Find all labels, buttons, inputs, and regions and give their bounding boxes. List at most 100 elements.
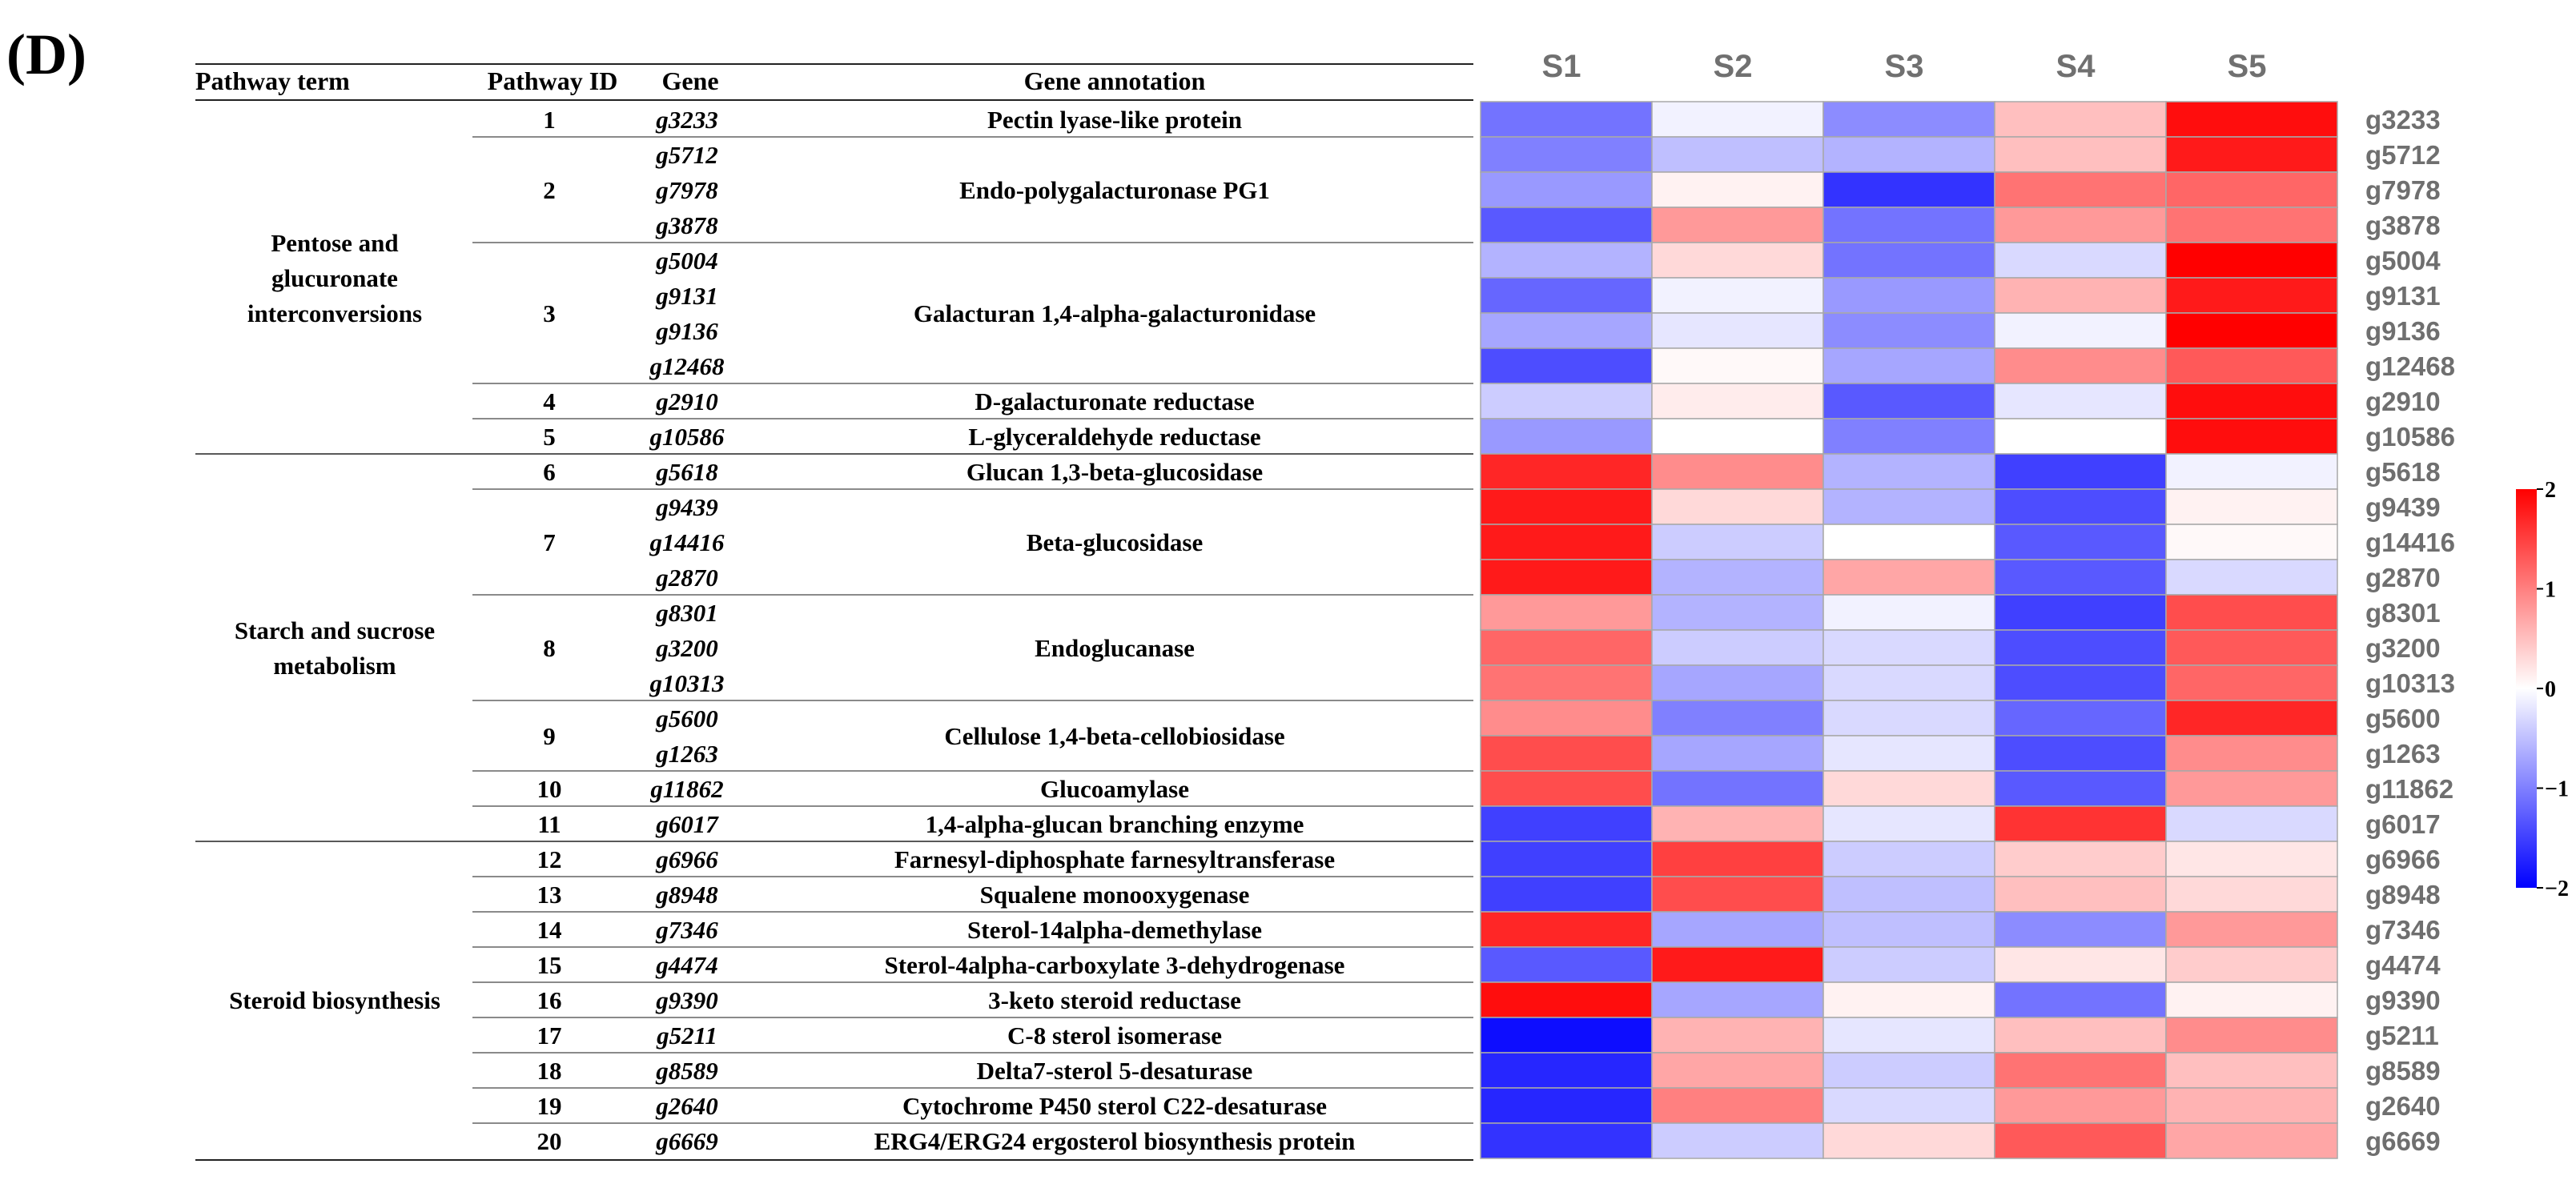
heatmap-cell	[1651, 805, 1824, 842]
heatmap-cell	[1651, 629, 1824, 666]
heatmap-cell	[1994, 312, 2167, 349]
heatmap-cell	[1651, 524, 1824, 560]
heatmap-cell	[1822, 664, 1995, 701]
gene-name: g2910	[655, 387, 718, 415]
heatmap-cell	[1480, 488, 1653, 525]
pathway-id: 15	[537, 951, 562, 979]
heatmap-row-labels: g3233 g5712 g7978 g3878 g5004 g9131 g9136 g1246…	[2365, 105, 2455, 1156]
heatmap-cell	[1994, 770, 2167, 807]
gene-annotation: Cytochrome P450 sterol C22-desaturase	[902, 1092, 1327, 1120]
heatmap-cell	[1994, 1052, 2167, 1089]
heatmap-cell	[2165, 277, 2338, 314]
heatmap-cell	[2165, 453, 2338, 490]
heatmap-cell	[2165, 242, 2338, 279]
pathway-id: 7	[543, 528, 556, 556]
heatmap-cell	[1822, 876, 1995, 913]
pathway-id: 11	[537, 810, 561, 838]
heatmap-cell	[1480, 770, 1653, 807]
heatmap-cell	[1994, 1087, 2167, 1124]
gene-annotation: 3-keto steroid reductase	[988, 986, 1241, 1014]
heatmap-cell	[1822, 700, 1995, 736]
heatmap-cell	[1994, 347, 2167, 384]
heatmap-cell	[1994, 559, 2167, 596]
gene-name: g8948	[655, 881, 718, 909]
heatmap-cell	[1480, 1017, 1653, 1054]
gene-annotation: Squalene monooxygenase	[980, 881, 1250, 909]
row-label: g2910	[2365, 387, 2441, 416]
heatmap-cell	[1651, 1017, 1824, 1054]
gene-name: g9439	[655, 493, 718, 521]
heatmap-cell	[1822, 277, 1995, 314]
gene-annotation: L-glyceraldehyde reductase	[968, 423, 1260, 451]
heatmap-cell	[1822, 242, 1995, 279]
table-lines	[195, 63, 1473, 1161]
heatmap-cell	[1480, 1122, 1653, 1159]
heatmap-cell	[1994, 594, 2167, 631]
pathway-term-line: Starch and sucrose	[235, 616, 435, 644]
heatmap-cell	[1480, 841, 1653, 877]
heatmap-cell	[1480, 700, 1653, 736]
pathway-terms: Pentose and glucuronate interconversions St…	[229, 229, 440, 1014]
heatmap-cell	[1651, 1087, 1824, 1124]
gene-name: g11862	[649, 775, 723, 803]
pathway-id: 4	[543, 387, 556, 415]
heatmap-cell	[2165, 207, 2338, 243]
gene-name: g14416	[649, 528, 725, 556]
heatmap-cell	[2165, 171, 2338, 208]
pathway-id: 2	[543, 176, 556, 204]
gene-annotation: Farnesyl-diphosphate farnesyltransferase	[894, 845, 1335, 873]
heatmap-cell	[1480, 347, 1653, 384]
gene-name: g1263	[655, 740, 718, 768]
heatmap-cell	[2165, 805, 2338, 842]
pathway-term-line: Steroid biosynthesis	[229, 986, 440, 1014]
heatmap-cell	[2165, 700, 2338, 736]
heatmap-cell	[2165, 629, 2338, 666]
heatmap-cell	[2165, 488, 2338, 525]
heatmap-cell	[1822, 418, 1995, 455]
gene-name: g6966	[655, 845, 718, 873]
heatmap-cell	[1480, 171, 1653, 208]
column-label: S5	[2228, 49, 2267, 84]
heatmap-cell	[1480, 559, 1653, 596]
heatmap-cell	[2165, 312, 2338, 349]
heatmap-cell	[1822, 524, 1995, 560]
gene-annotation: Delta7-sterol 5-desaturase	[977, 1057, 1253, 1085]
heatmap-cell	[1651, 841, 1824, 877]
heatmap-cell	[1994, 171, 2167, 208]
heatmap-cell	[1480, 418, 1653, 455]
gene-name: g3878	[655, 211, 718, 239]
heatmap-cell	[2165, 1017, 2338, 1054]
heatmap-cell	[2165, 594, 2338, 631]
scale-tick-label: 0	[2545, 677, 2556, 702]
heatmap-cell	[2165, 876, 2338, 913]
row-label: g9439	[2365, 492, 2441, 522]
heatmap-cell	[1480, 207, 1653, 243]
gene-name: g2640	[655, 1092, 718, 1120]
heatmap-cell	[1994, 488, 2167, 525]
pathway-term-line: Pentose and	[271, 229, 398, 257]
gene-name: g3233	[655, 106, 718, 134]
pathway-id: 10	[537, 775, 562, 803]
gene-annotations: Pectin lyase-like protein Endo-polygalact…	[874, 106, 1356, 1155]
pathway-id: 16	[537, 986, 562, 1014]
gene-annotation: ERG4/ERG24 ergosterol biosynthesis prote…	[874, 1127, 1356, 1155]
gene-name: g9390	[655, 986, 718, 1014]
row-label: g8301	[2365, 598, 2441, 628]
gene-name: g5211	[656, 1021, 717, 1050]
row-label: g8589	[2365, 1056, 2441, 1086]
heatmap-cell	[2165, 347, 2338, 384]
gene-annotation: Galacturan 1,4-alpha-galacturonidase	[914, 299, 1316, 327]
pathway-id: 18	[537, 1057, 562, 1085]
gene-name: g7978	[655, 176, 718, 204]
heatmap-cell	[1822, 770, 1995, 807]
pathway-id: 14	[537, 916, 562, 944]
gene-name: g6017	[655, 810, 719, 838]
heatmap-cell	[2165, 136, 2338, 173]
heatmap-cell	[2165, 841, 2338, 877]
heatmap-cell	[2165, 383, 2338, 419]
heatmap-cell	[1651, 207, 1824, 243]
column-label: S2	[1714, 49, 1753, 84]
pathway-id: 12	[537, 845, 562, 873]
